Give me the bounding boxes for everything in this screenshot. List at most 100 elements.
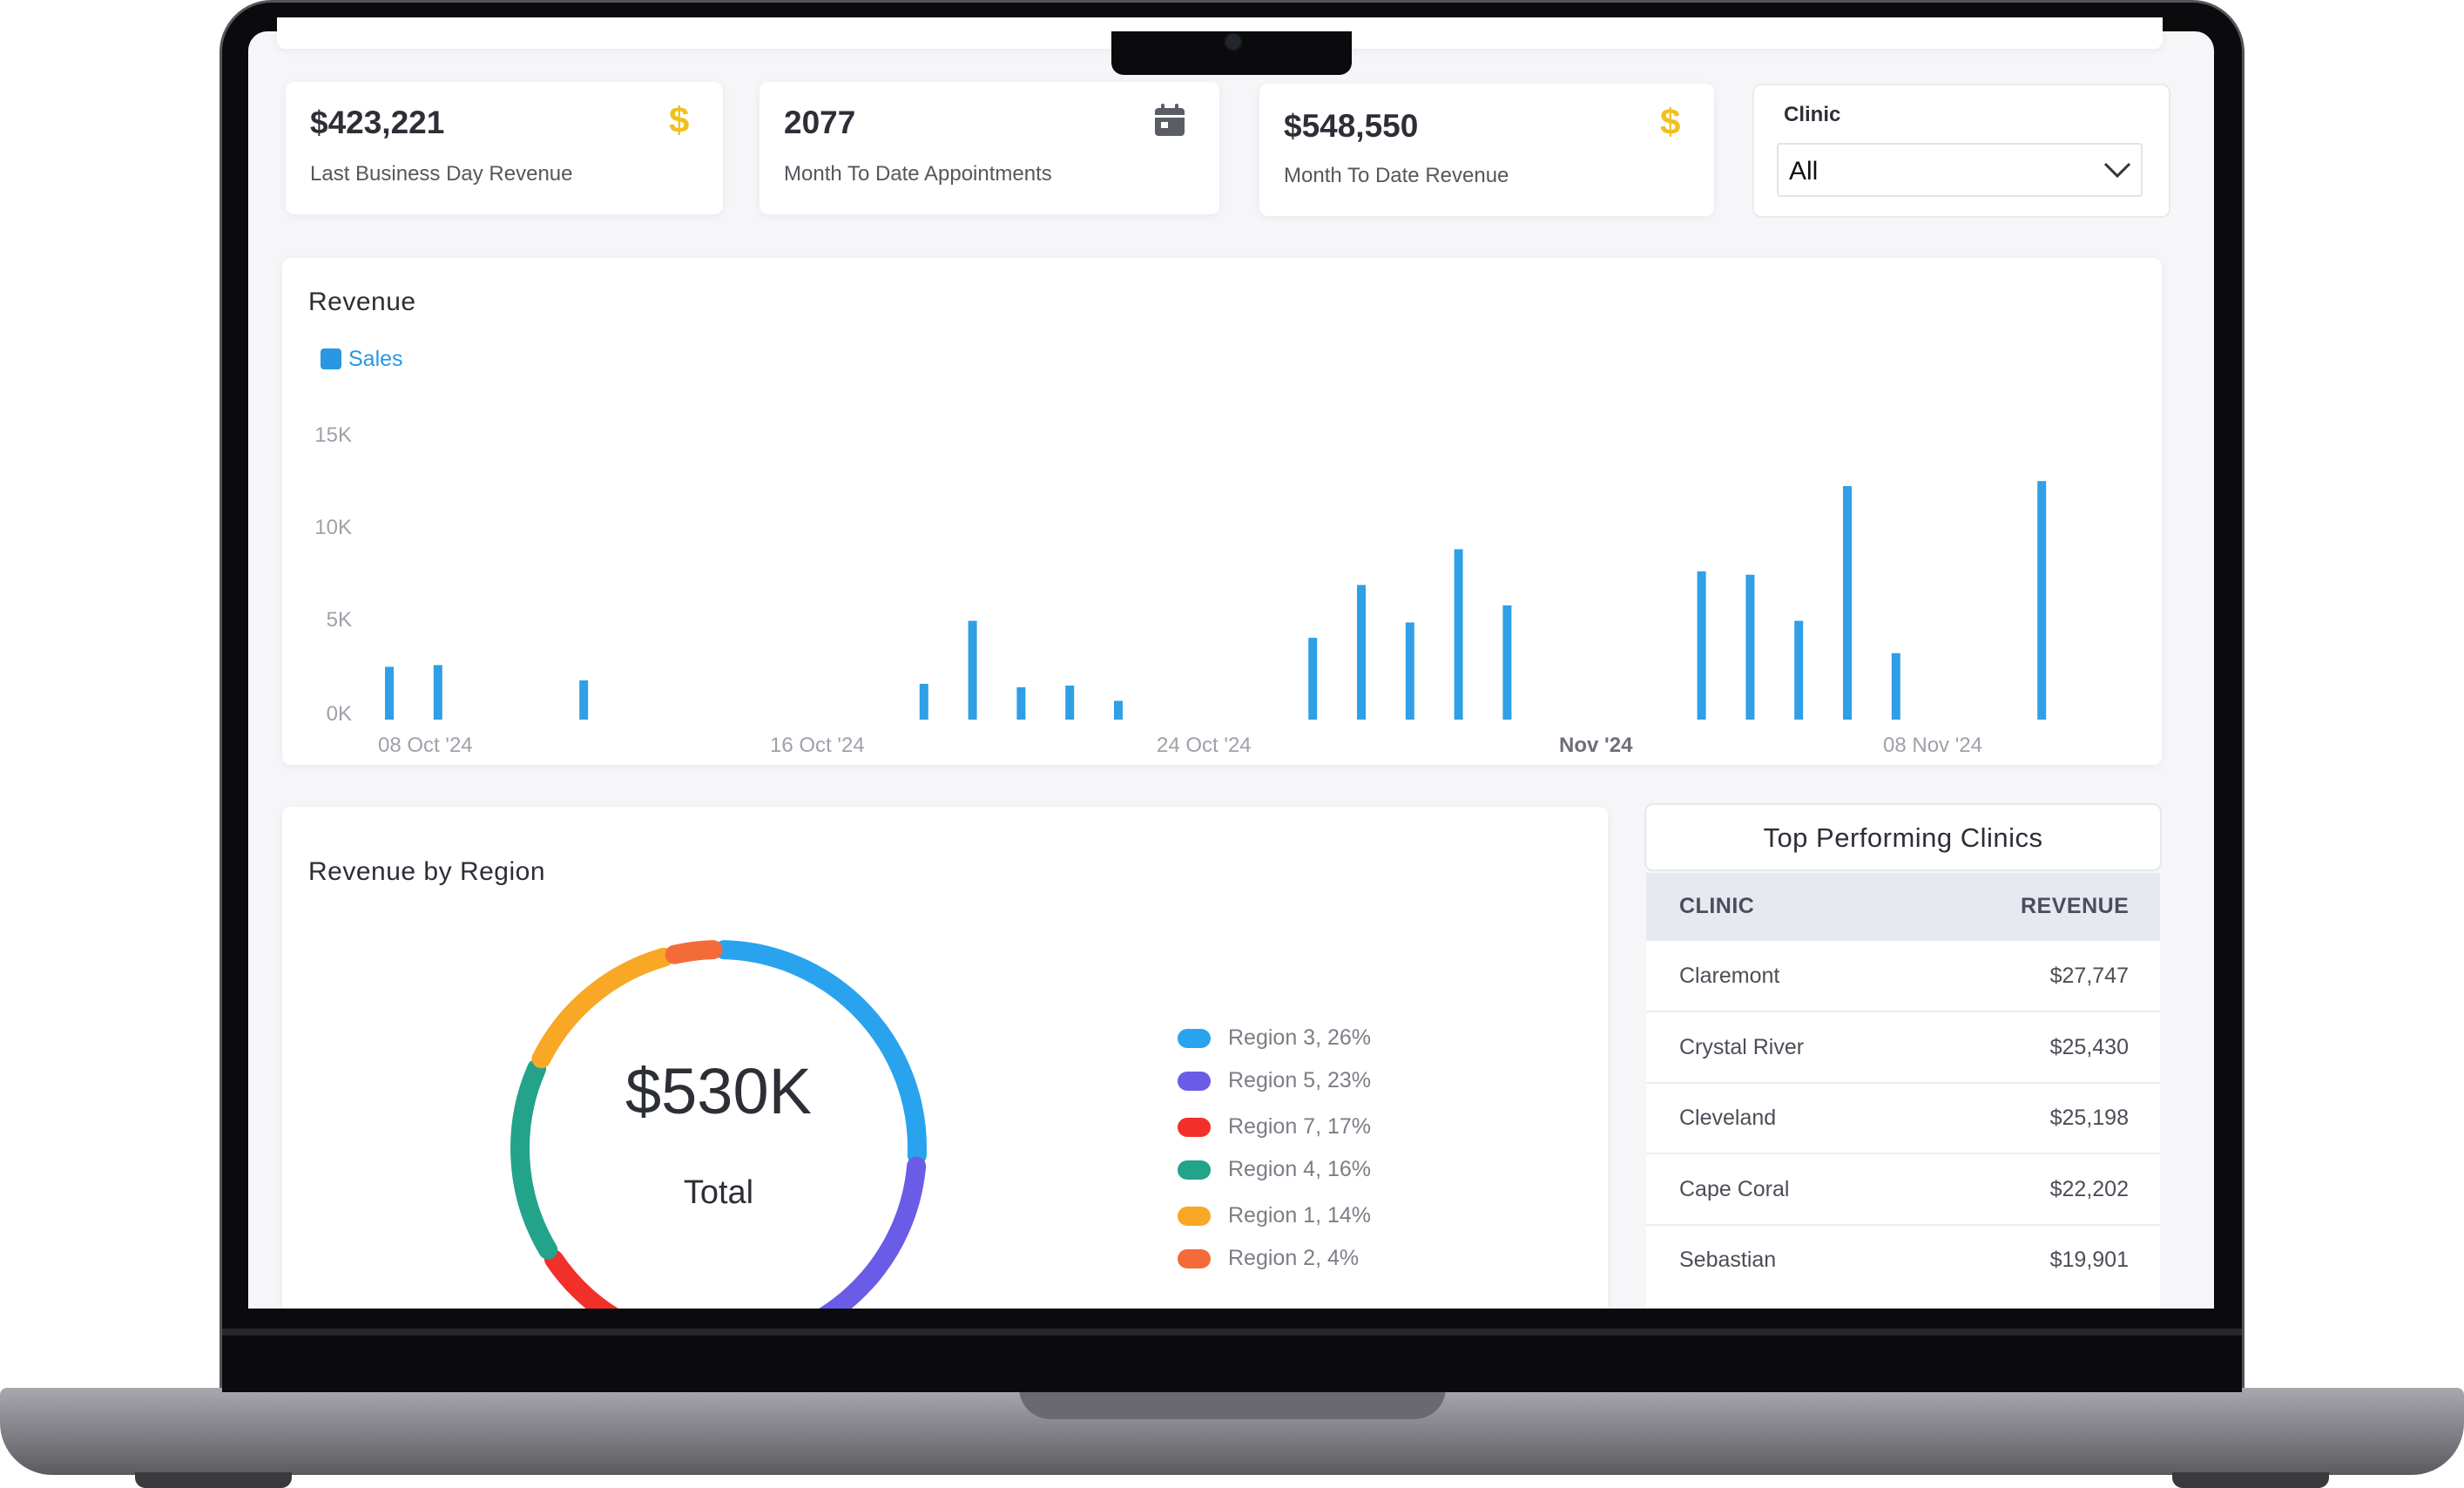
dollar-icon: $: [669, 99, 690, 140]
row-divider: [1646, 1223, 2160, 1226]
kpi-card-month-to-date-appointments: 2077 Month To Date Appointments: [759, 82, 1219, 214]
camera-lens: [1224, 32, 1243, 51]
revenue-bar-plot: [385, 481, 2047, 720]
row-divider: [1646, 1153, 2160, 1154]
revenue-bar[interactable]: [1745, 574, 1755, 720]
legend-label[interactable]: Region 5, 23%: [1228, 1068, 1372, 1092]
legend-label[interactable]: Region 3, 26%: [1228, 1025, 1372, 1050]
clinic-name: Sebastian: [1679, 1248, 1777, 1272]
revenue-bar[interactable]: [1308, 638, 1318, 720]
donut-slice[interactable]: [510, 1059, 558, 1260]
table-row[interactable]: Claremont $27,747: [1646, 941, 2160, 1011]
revenue-chart-title: Revenue: [308, 287, 416, 316]
clinic-revenue: $19,901: [2049, 1248, 2129, 1272]
laptop-foot-right: [2172, 1472, 2329, 1488]
clinic-revenue: $22,202: [2049, 1176, 2129, 1201]
revenue-bar[interactable]: [1891, 653, 1900, 720]
revenue-bar[interactable]: [1114, 700, 1123, 720]
laptop-hinge-notch: [1019, 1388, 1446, 1419]
legend-swatch: [1178, 1249, 1211, 1268]
kpi-card-month-to-date-revenue: $548,550 Month To Date Revenue $: [1259, 84, 1714, 216]
clinic-revenue: $25,430: [2049, 1034, 2129, 1059]
legend-swatch: [1178, 1029, 1211, 1048]
legend-label[interactable]: Region 2, 4%: [1228, 1246, 1360, 1270]
donut-slice[interactable]: [531, 947, 674, 1069]
revenue-bar[interactable]: [579, 680, 589, 720]
row-divider: [1646, 1011, 2160, 1012]
clinic-revenue: $25,198: [2049, 1106, 2129, 1130]
donut-slice[interactable]: [714, 940, 927, 1165]
revenue-bar[interactable]: [1697, 571, 1706, 720]
table-row[interactable]: Cape Coral $22,202: [1646, 1154, 2160, 1225]
column-header-clinic: CLINIC: [1679, 894, 1755, 918]
clinic-filter-card: Clinic All: [1752, 84, 2170, 218]
revenue-bar[interactable]: [1405, 622, 1414, 720]
laptop-foot-left: [135, 1472, 292, 1488]
legend-swatch: [1178, 1072, 1211, 1091]
x-tick-label: 16 Oct '24: [770, 734, 865, 757]
revenue-bar[interactable]: [1357, 585, 1366, 720]
kpi-card-last-business-day-revenue: $423,221 Last Business Day Revenue $: [286, 82, 723, 214]
table-row[interactable]: Cleveland $25,198: [1646, 1083, 2160, 1153]
revenue-by-region-card: Revenue by Region: [282, 807, 1608, 1347]
revenue-bar[interactable]: [2037, 481, 2047, 720]
clinic-name: Cleveland: [1679, 1106, 1777, 1130]
x-tick-label: 24 Oct '24: [1157, 734, 1252, 757]
kpi-value: 2077: [784, 105, 856, 140]
legend-label[interactable]: Region 1, 14%: [1228, 1203, 1372, 1228]
legend-swatch: [1178, 1118, 1211, 1137]
x-tick-label: 08 Nov '24: [1883, 734, 1982, 757]
x-tick-label: 08 Oct '24: [378, 734, 473, 757]
clinic-select[interactable]: All: [1777, 143, 2143, 197]
donut-center-value: $530K: [625, 1055, 812, 1127]
kpi-value: $423,221: [310, 105, 445, 140]
donut-slice[interactable]: [665, 940, 723, 964]
x-tick-label: Nov '24: [1559, 734, 1633, 757]
kpi-label: Last Business Day Revenue: [310, 162, 573, 186]
clinic-name: Claremont: [1679, 964, 1780, 988]
kpi-label: Month To Date Appointments: [784, 162, 1052, 186]
legend-label[interactable]: Region 7, 17%: [1228, 1114, 1372, 1139]
clinic-name: Cape Coral: [1679, 1176, 1790, 1201]
revenue-bar[interactable]: [919, 683, 928, 720]
revenue-bar[interactable]: [433, 665, 442, 720]
clinic-revenue: $27,747: [2049, 964, 2129, 988]
donut-center-label: Total: [683, 1174, 754, 1211]
chevron-down-icon: [2103, 162, 2131, 179]
region-donut-chart: [510, 940, 927, 1352]
top-clinics-title: Top Performing Clinics: [1763, 822, 2043, 853]
dollar-icon: $: [1660, 101, 1681, 142]
y-tick-label: 5K: [326, 608, 352, 632]
revenue-bar[interactable]: [1794, 620, 1804, 720]
legend-label[interactable]: Region 4, 16%: [1228, 1157, 1372, 1181]
kpi-value: $548,550: [1284, 108, 1419, 144]
legend-swatch-sales: [321, 348, 341, 369]
revenue-bar[interactable]: [1502, 605, 1512, 720]
clinic-select-value: All: [1789, 157, 1819, 186]
table-row[interactable]: Crystal River $25,430: [1646, 1012, 2160, 1083]
revenue-bar[interactable]: [1016, 687, 1026, 720]
column-header-revenue: REVENUE: [2021, 894, 2130, 918]
clinic-filter-label: Clinic: [1784, 103, 1841, 126]
region-chart-title: Revenue by Region: [308, 857, 546, 886]
revenue-bar[interactable]: [968, 620, 977, 720]
legend-swatch: [1178, 1160, 1211, 1180]
revenue-bar[interactable]: [1843, 486, 1852, 720]
clinic-name: Crystal River: [1679, 1034, 1805, 1059]
kpi-label: Month To Date Revenue: [1284, 164, 1509, 187]
bezel-highlight: [222, 1329, 2242, 1336]
top-clinics-table-header: CLINIC REVENUE: [1646, 873, 2160, 941]
y-tick-label: 0K: [326, 702, 352, 726]
calendar-icon: [1155, 104, 1185, 136]
row-divider: [1646, 1081, 2160, 1084]
revenue-bar[interactable]: [1065, 685, 1075, 720]
top-clinics-header: Top Performing Clinics: [1644, 803, 2162, 871]
revenue-bar[interactable]: [1454, 549, 1463, 720]
top-clinics-table-body: [1646, 941, 2160, 1307]
bottom-bezel: [222, 1309, 2242, 1392]
legend-label-sales[interactable]: Sales: [348, 347, 403, 371]
y-tick-label: 15K: [314, 423, 352, 447]
revenue-bar[interactable]: [385, 666, 394, 720]
legend-swatch: [1178, 1207, 1211, 1226]
table-row[interactable]: Sebastian $19,901: [1646, 1225, 2160, 1295]
